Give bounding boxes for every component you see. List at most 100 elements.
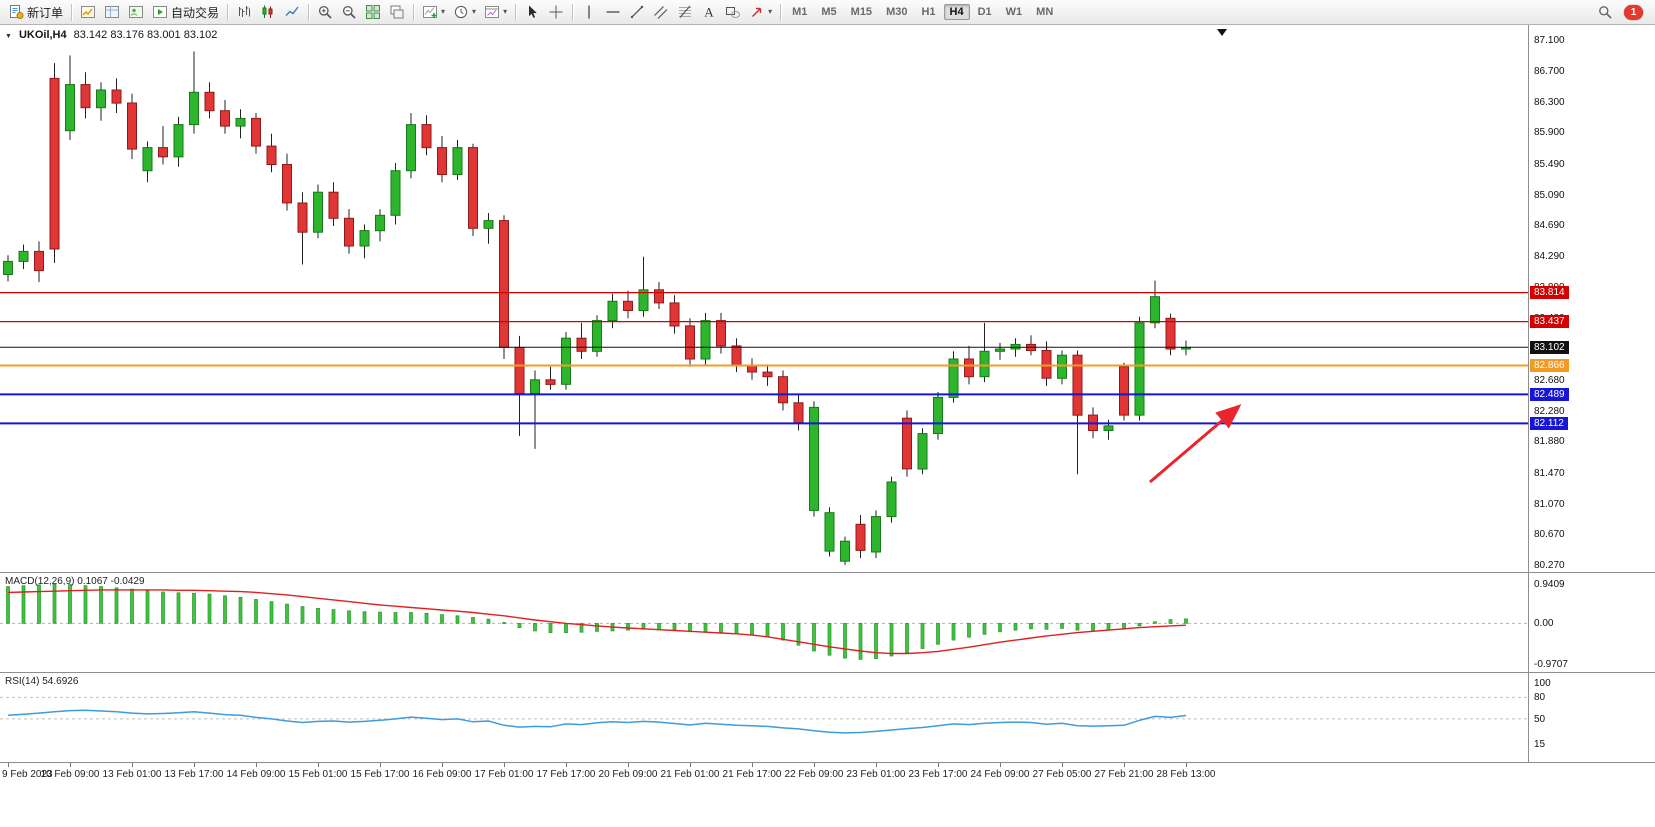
- shapes-button[interactable]: [721, 3, 745, 22]
- indicators-button[interactable]: ▾: [418, 3, 449, 22]
- arrows-icon: [749, 4, 765, 20]
- cascade-windows-button[interactable]: [385, 3, 409, 22]
- toolbar-separator: [515, 3, 517, 21]
- channel-button[interactable]: [649, 3, 673, 22]
- vline-icon: [581, 4, 597, 20]
- timeframe-m1-button[interactable]: M1: [792, 6, 808, 18]
- new-order-icon: [8, 4, 24, 20]
- price-axis[interactable]: 87.100 86.700 86.300 85.900 85.490 85.090 84.6…: [1528, 25, 1655, 572]
- zoom-in-button[interactable]: [313, 3, 337, 22]
- timeframe-m15-button[interactable]: M15: [850, 6, 873, 18]
- rsi-axis-label: 50: [1534, 713, 1546, 725]
- macd-plot[interactable]: [0, 573, 1528, 672]
- toolbar-right: 1: [1593, 3, 1651, 22]
- candles-chart-icon: [260, 4, 276, 20]
- dropdown-caret-icon: ▾: [472, 7, 477, 16]
- macd-axis-label: 0.00: [1534, 618, 1554, 630]
- time-axis-tick: [628, 763, 629, 767]
- crosshair-button[interactable]: [544, 3, 568, 22]
- zoom-out-button[interactable]: [337, 3, 361, 22]
- time-axis-tick: [442, 763, 443, 767]
- macd-axis[interactable]: 0.9409 0.00 -0.9707: [1528, 573, 1655, 672]
- rsi-axis[interactable]: 100 80 50 15: [1528, 673, 1655, 762]
- tile-windows-button[interactable]: [361, 3, 385, 22]
- data-window-button[interactable]: [100, 3, 124, 22]
- trend-arrow-annotation[interactable]: [1149, 404, 1242, 484]
- time-axis-label: 15 Feb 01:00: [288, 769, 348, 780]
- price-axis-label: 85.490: [1534, 158, 1565, 170]
- auto-trading-button[interactable]: 自动交易: [148, 3, 223, 22]
- vertical-line-button[interactable]: [577, 3, 601, 22]
- arrows-button[interactable]: ▾: [745, 3, 776, 22]
- time-axis-label: 20 Feb 09:00: [598, 769, 658, 780]
- crosshair-icon: [548, 4, 564, 20]
- dropdown-caret-icon: ▾: [503, 7, 508, 16]
- time-axis-label: 22 Feb 09:00: [784, 769, 844, 780]
- market-watch-button[interactable]: [76, 3, 100, 22]
- timeframe-m30-button[interactable]: M30: [886, 6, 908, 18]
- trendline-button[interactable]: [625, 3, 649, 22]
- line-chart-mode-button[interactable]: [280, 3, 304, 22]
- tile-windows-icon: [365, 4, 381, 20]
- price-badge-82.112: 82.112: [1530, 416, 1568, 430]
- price-axis-label: 82.280: [1534, 405, 1565, 417]
- timeframe-h1-button[interactable]: H1: [921, 6, 936, 18]
- market-watch-icon: [80, 4, 96, 20]
- time-axis-label: 21 Feb 01:00: [660, 769, 720, 780]
- templates-button[interactable]: ▾: [480, 3, 511, 22]
- timeframe-d1-button[interactable]: D1: [977, 6, 992, 18]
- cursor-button[interactable]: [520, 3, 544, 22]
- time-axis-tick: [876, 763, 877, 767]
- time-axis-tick: [690, 763, 691, 767]
- timeframe-w1-button[interactable]: W1: [1005, 6, 1023, 18]
- price-axis-label: 86.700: [1534, 65, 1565, 77]
- templates-icon: [484, 4, 500, 20]
- svg-text:A: A: [704, 5, 714, 20]
- bar-chart-mode-button[interactable]: [232, 3, 256, 22]
- hline-icon: [605, 4, 621, 20]
- navigator-button[interactable]: [124, 3, 148, 22]
- time-axis-tick: [132, 763, 133, 767]
- candle-chart-mode-button[interactable]: [256, 3, 280, 22]
- horizontal-line-button[interactable]: [601, 3, 625, 22]
- toolbar-separator: [413, 3, 415, 21]
- rsi-axis-label: 80: [1534, 692, 1546, 704]
- time-axis-tick: [70, 763, 71, 767]
- toolbar-buttons: 新订单 自动交易 ▾ ▾ ▾ A ▾ M1 M5 M15 M30 H1 H4 D1 W1 MN: [4, 3, 1060, 22]
- price-axis-label: 80.670: [1534, 529, 1565, 541]
- time-axis-tick: [1124, 763, 1125, 767]
- time-axis-label: 16 Feb 09:00: [412, 769, 472, 780]
- time-axis-label: 23 Feb 17:00: [908, 769, 968, 780]
- fibonacci-button[interactable]: [673, 3, 697, 22]
- macd-axis-label: 0.9409: [1534, 579, 1565, 590]
- ohlc-label: 83.142 83.176 83.001 83.102: [73, 29, 218, 41]
- channel-icon: [653, 4, 669, 20]
- new-order-button[interactable]: 新订单: [4, 3, 67, 22]
- rsi-plot[interactable]: [0, 673, 1528, 762]
- time-axis[interactable]: 9 Feb 2023 10 Feb 09:00 13 Feb 01:00 13 Feb…: [0, 763, 1655, 785]
- text-button[interactable]: A: [697, 3, 721, 22]
- timeframe-mn-button[interactable]: MN: [1036, 6, 1054, 18]
- time-axis-label: 28 Feb 13:00: [1156, 769, 1216, 780]
- search-icon[interactable]: [1593, 3, 1617, 22]
- price-chart-plot[interactable]: [0, 25, 1528, 572]
- bars-chart-icon: [236, 4, 252, 20]
- time-axis-label: 17 Feb 17:00: [536, 769, 596, 780]
- toolbar-separator: [780, 3, 782, 21]
- dropdown-caret-icon: ▾: [768, 7, 773, 16]
- timeframe-h4-button[interactable]: H4: [943, 4, 970, 20]
- toolbar-separator: [572, 3, 574, 21]
- time-axis-tick: [194, 763, 195, 767]
- time-axis-tick: [938, 763, 939, 767]
- time-axis-tick: [380, 763, 381, 767]
- timeframe-m5-button[interactable]: M5: [821, 6, 837, 18]
- notification-badge[interactable]: 1: [1624, 4, 1643, 20]
- time-axis-label: 13 Feb 17:00: [164, 769, 224, 780]
- auto-trading-icon: [152, 4, 168, 20]
- chart-shift-marker[interactable]: [1217, 29, 1227, 36]
- time-axis-label: 15 Feb 17:00: [350, 769, 410, 780]
- periods-button[interactable]: ▾: [449, 3, 480, 22]
- price-axis-label: 84.290: [1534, 251, 1565, 262]
- toolbar-separator: [71, 3, 73, 21]
